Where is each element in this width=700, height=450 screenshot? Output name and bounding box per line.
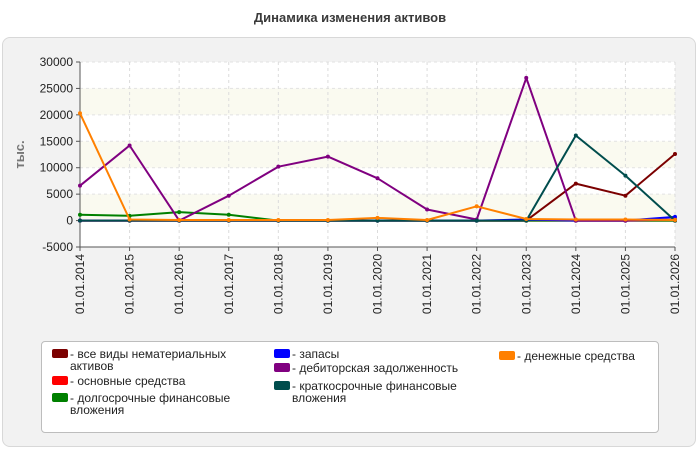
data-point	[673, 151, 677, 156]
data-point	[375, 215, 380, 220]
y-tick-label: 30000	[40, 55, 74, 69]
chart-legend: - все виды нематериальных активов - основ…	[41, 341, 659, 433]
data-point	[425, 218, 430, 223]
data-point	[524, 75, 529, 80]
y-tick-label: 20000	[40, 108, 74, 122]
legend-label: - запасы	[292, 347, 340, 361]
data-point	[226, 218, 231, 223]
x-tick-label: 01.01.2026	[668, 254, 682, 314]
legend-swatch	[52, 376, 68, 385]
data-point	[177, 218, 182, 223]
legend-label: - долгосрочные финансовые вложения	[70, 391, 231, 417]
legend-swatch	[52, 393, 68, 402]
x-tick-label: 01.01.2014	[73, 254, 87, 314]
x-tick-label: 01.01.2019	[321, 254, 335, 314]
legend-item: - долгосрочные финансовые вложения	[52, 392, 257, 416]
y-tick-label: 10000	[40, 161, 74, 175]
legend-item: - краткосрочные финансовые вложения	[274, 380, 499, 404]
legend-swatch	[274, 381, 290, 390]
x-tick-label: 01.01.2023	[519, 254, 533, 314]
data-point	[226, 193, 231, 198]
x-tick-label: 01.01.2020	[371, 254, 385, 314]
data-point	[127, 217, 132, 222]
x-tick-label: 01.01.2024	[569, 254, 583, 314]
data-point	[524, 216, 529, 221]
data-point	[474, 204, 479, 209]
legend-label: - дебиторская задолженность	[292, 361, 459, 375]
y-tick-label: 25000	[40, 81, 74, 95]
data-point	[623, 217, 628, 222]
legend-item: - дебиторская задолженность	[274, 362, 499, 374]
data-point	[375, 176, 380, 181]
chart-title: Динамика изменения активов	[253, 10, 447, 25]
legend-label: - денежные средства	[517, 349, 635, 363]
data-point	[78, 111, 82, 116]
legend-swatch	[52, 349, 68, 358]
legend-item: - все виды нематериальных активов	[52, 348, 257, 372]
legend-label: - основные средства	[70, 374, 186, 388]
legend-item: - денежные средства	[499, 350, 659, 362]
data-point	[673, 218, 677, 223]
y-tick-label: 5000	[46, 187, 73, 201]
data-point	[226, 212, 231, 217]
y-axis-label: тыс.	[12, 140, 27, 168]
data-point	[623, 193, 628, 198]
x-tick-label: 01.01.2017	[222, 254, 236, 314]
data-point	[276, 218, 281, 223]
data-point	[325, 218, 330, 223]
data-point	[573, 133, 578, 138]
y-tick-label: 0	[66, 214, 73, 228]
legend-label: - краткосрочные финансовые вложения	[292, 379, 457, 405]
x-tick-label: 01.01.2016	[172, 254, 186, 314]
x-tick-label: 01.01.2015	[123, 254, 137, 314]
legend-item: - запасы	[274, 348, 499, 360]
data-point	[474, 218, 479, 223]
data-point	[573, 181, 578, 186]
y-tick-label: -5000	[42, 240, 73, 254]
y-tick-label: 15000	[40, 134, 74, 148]
x-tick-label: 01.01.2021	[420, 254, 434, 314]
x-tick-label: 01.01.2025	[618, 254, 632, 314]
legend-swatch	[499, 351, 515, 360]
data-point	[127, 143, 132, 148]
legend-item: - основные средства	[52, 375, 257, 387]
x-tick-label: 01.01.2018	[271, 254, 285, 314]
legend-swatch	[274, 363, 290, 372]
data-point	[276, 164, 281, 169]
data-point	[573, 217, 578, 222]
data-point	[623, 173, 628, 178]
data-point	[78, 183, 82, 188]
legend-label: - все виды нематериальных активов	[70, 347, 227, 373]
data-point	[177, 210, 182, 215]
data-point	[325, 154, 330, 159]
x-tick-label: 01.01.2022	[470, 254, 484, 314]
data-point	[78, 218, 82, 223]
data-point	[78, 212, 82, 217]
data-point	[425, 207, 430, 212]
legend-swatch	[274, 349, 290, 358]
